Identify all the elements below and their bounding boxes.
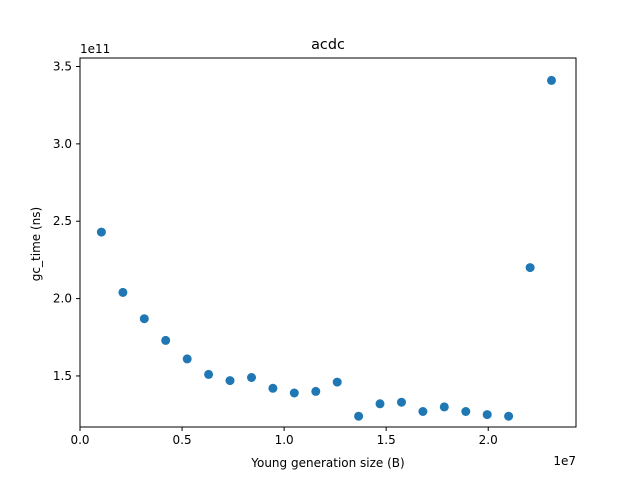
data-points — [96, 75, 556, 421]
data-point — [332, 377, 342, 387]
x-tick-label: 1.5 — [377, 433, 396, 447]
y-axis-label: gc_time (ns) — [29, 207, 43, 281]
y-tick-label: 2.0 — [53, 292, 72, 306]
data-point — [439, 402, 449, 412]
data-point — [289, 388, 299, 398]
y-axis-offset-label: 1e11 — [80, 42, 110, 56]
data-point — [204, 369, 214, 379]
y-axis-ticks: 1.5 2.0 2.5 3.0 3.5 — [53, 60, 80, 383]
y-tick-label: 3.0 — [53, 137, 72, 151]
chart-title: acdc — [311, 37, 345, 53]
data-point — [268, 383, 278, 393]
data-point — [354, 411, 364, 421]
data-point — [311, 386, 321, 396]
x-axis-ticks: 0.0 0.5 1.0 1.5 2.0 — [70, 427, 498, 447]
x-tick-label: 2.0 — [479, 433, 498, 447]
data-point — [247, 373, 256, 382]
y-tick-label: 2.5 — [53, 214, 72, 228]
data-point — [96, 227, 106, 237]
x-tick-label: 0.5 — [173, 433, 192, 447]
data-point — [547, 75, 556, 85]
x-tick-label: 1.0 — [275, 433, 294, 447]
data-point — [461, 407, 471, 416]
data-point — [182, 354, 192, 364]
data-point — [118, 287, 128, 297]
y-tick-label: 1.5 — [53, 369, 72, 383]
data-point — [525, 263, 535, 273]
data-point — [161, 335, 171, 345]
x-tick-label: 0.0 — [70, 433, 89, 447]
data-point — [139, 314, 149, 324]
x-axis-offset-label: 1e7 — [553, 454, 576, 468]
data-point — [225, 376, 235, 386]
x-axis-label: Young generation size (B) — [250, 456, 404, 470]
data-point — [482, 410, 492, 420]
data-point — [397, 397, 406, 407]
plot-area-frame — [79, 57, 577, 428]
y-tick-label: 3.5 — [53, 60, 72, 74]
data-point — [504, 411, 514, 421]
data-point — [418, 407, 428, 416]
data-point — [375, 399, 385, 409]
